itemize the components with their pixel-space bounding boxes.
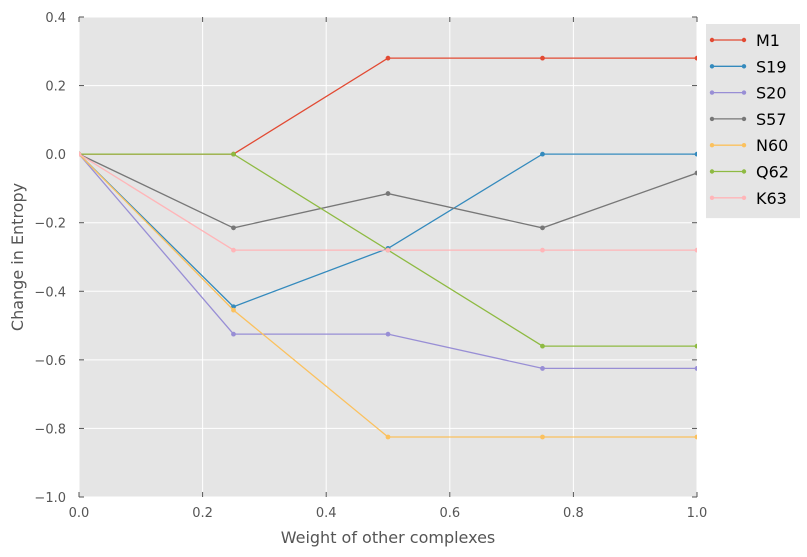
- data-point: [694, 247, 697, 253]
- legend-label: S20: [756, 84, 787, 103]
- series-n60: [79, 151, 697, 440]
- data-point: [231, 225, 236, 231]
- x-tick-label: 0.2: [192, 506, 213, 521]
- legend-label: N60: [756, 136, 788, 155]
- legend-marker: [741, 195, 747, 200]
- data-point: [694, 434, 697, 440]
- series-k63: [79, 151, 697, 253]
- legend-label: Q62: [756, 163, 789, 182]
- x-tick-label: 1.0: [687, 506, 708, 521]
- y-tick-labels: −1.0 −0.8 −0.6 −0.4 −0.2 0.0 0.2 0.4: [34, 11, 66, 506]
- data-point: [540, 225, 545, 231]
- plot-area: [79, 17, 697, 497]
- legend-marker: [741, 37, 747, 43]
- y-tick-label: −0.4: [34, 285, 66, 300]
- data-point: [385, 434, 391, 440]
- y-axis-title: Change in Entropy: [8, 183, 27, 331]
- legend-marker: [709, 64, 715, 69]
- legend-label: K63: [756, 189, 787, 208]
- data-point: [694, 170, 697, 176]
- data-point: [385, 55, 391, 61]
- y-tick-label: −1.0: [34, 491, 66, 506]
- legend-label: S57: [756, 110, 787, 129]
- y-tick-label: 0.2: [45, 80, 66, 95]
- legend-marker: [709, 90, 715, 95]
- data-point: [79, 151, 82, 157]
- y-tick-label: −0.6: [34, 354, 66, 369]
- series-lines: [79, 55, 697, 440]
- data-point: [540, 55, 545, 61]
- data-point: [231, 331, 236, 337]
- legend-marker: [709, 195, 715, 200]
- x-tick-label: 0.0: [69, 506, 90, 521]
- data-point: [231, 307, 236, 313]
- series-s20: [79, 151, 697, 371]
- data-point: [385, 191, 391, 196]
- legend-box: [706, 24, 800, 219]
- data-point: [694, 151, 697, 157]
- legend-marker: [741, 64, 747, 69]
- legend-marker: [741, 143, 747, 148]
- legend: M1 S19 S20 S57 N60 Q62 K63: [706, 24, 800, 219]
- legend-marker: [741, 169, 747, 174]
- legend-marker: [709, 37, 715, 43]
- legend-marker: [709, 143, 715, 148]
- data-point: [231, 304, 236, 310]
- legend-marker: [709, 116, 715, 122]
- y-tick-label: −0.2: [34, 217, 66, 232]
- x-axis-title: Weight of other complexes: [281, 528, 496, 547]
- data-point: [694, 366, 697, 371]
- data-point: [540, 366, 545, 371]
- data-point: [385, 247, 391, 253]
- x-tick-label: 0.4: [316, 506, 337, 521]
- data-point: [694, 343, 697, 349]
- data-point: [540, 434, 545, 440]
- data-point: [540, 151, 545, 157]
- legend-marker: [741, 116, 747, 122]
- x-tick-label: 0.8: [563, 506, 584, 521]
- y-tick-label: −0.8: [34, 422, 66, 437]
- y-tick-label: 0.4: [45, 11, 66, 26]
- x-tick-label: 0.6: [439, 506, 460, 521]
- legend-marker: [709, 169, 715, 174]
- x-tick-labels: 0.0 0.2 0.4 0.6 0.8 1.0: [69, 506, 708, 521]
- y-tick-label: 0.0: [45, 148, 66, 163]
- legend-label: S19: [756, 57, 787, 76]
- legend-marker: [741, 90, 747, 95]
- data-point: [231, 151, 236, 157]
- data-point: [694, 55, 697, 61]
- data-point: [231, 247, 236, 253]
- data-point: [540, 247, 545, 253]
- data-point: [385, 331, 391, 337]
- data-point: [540, 343, 545, 349]
- legend-label: M1: [756, 31, 780, 50]
